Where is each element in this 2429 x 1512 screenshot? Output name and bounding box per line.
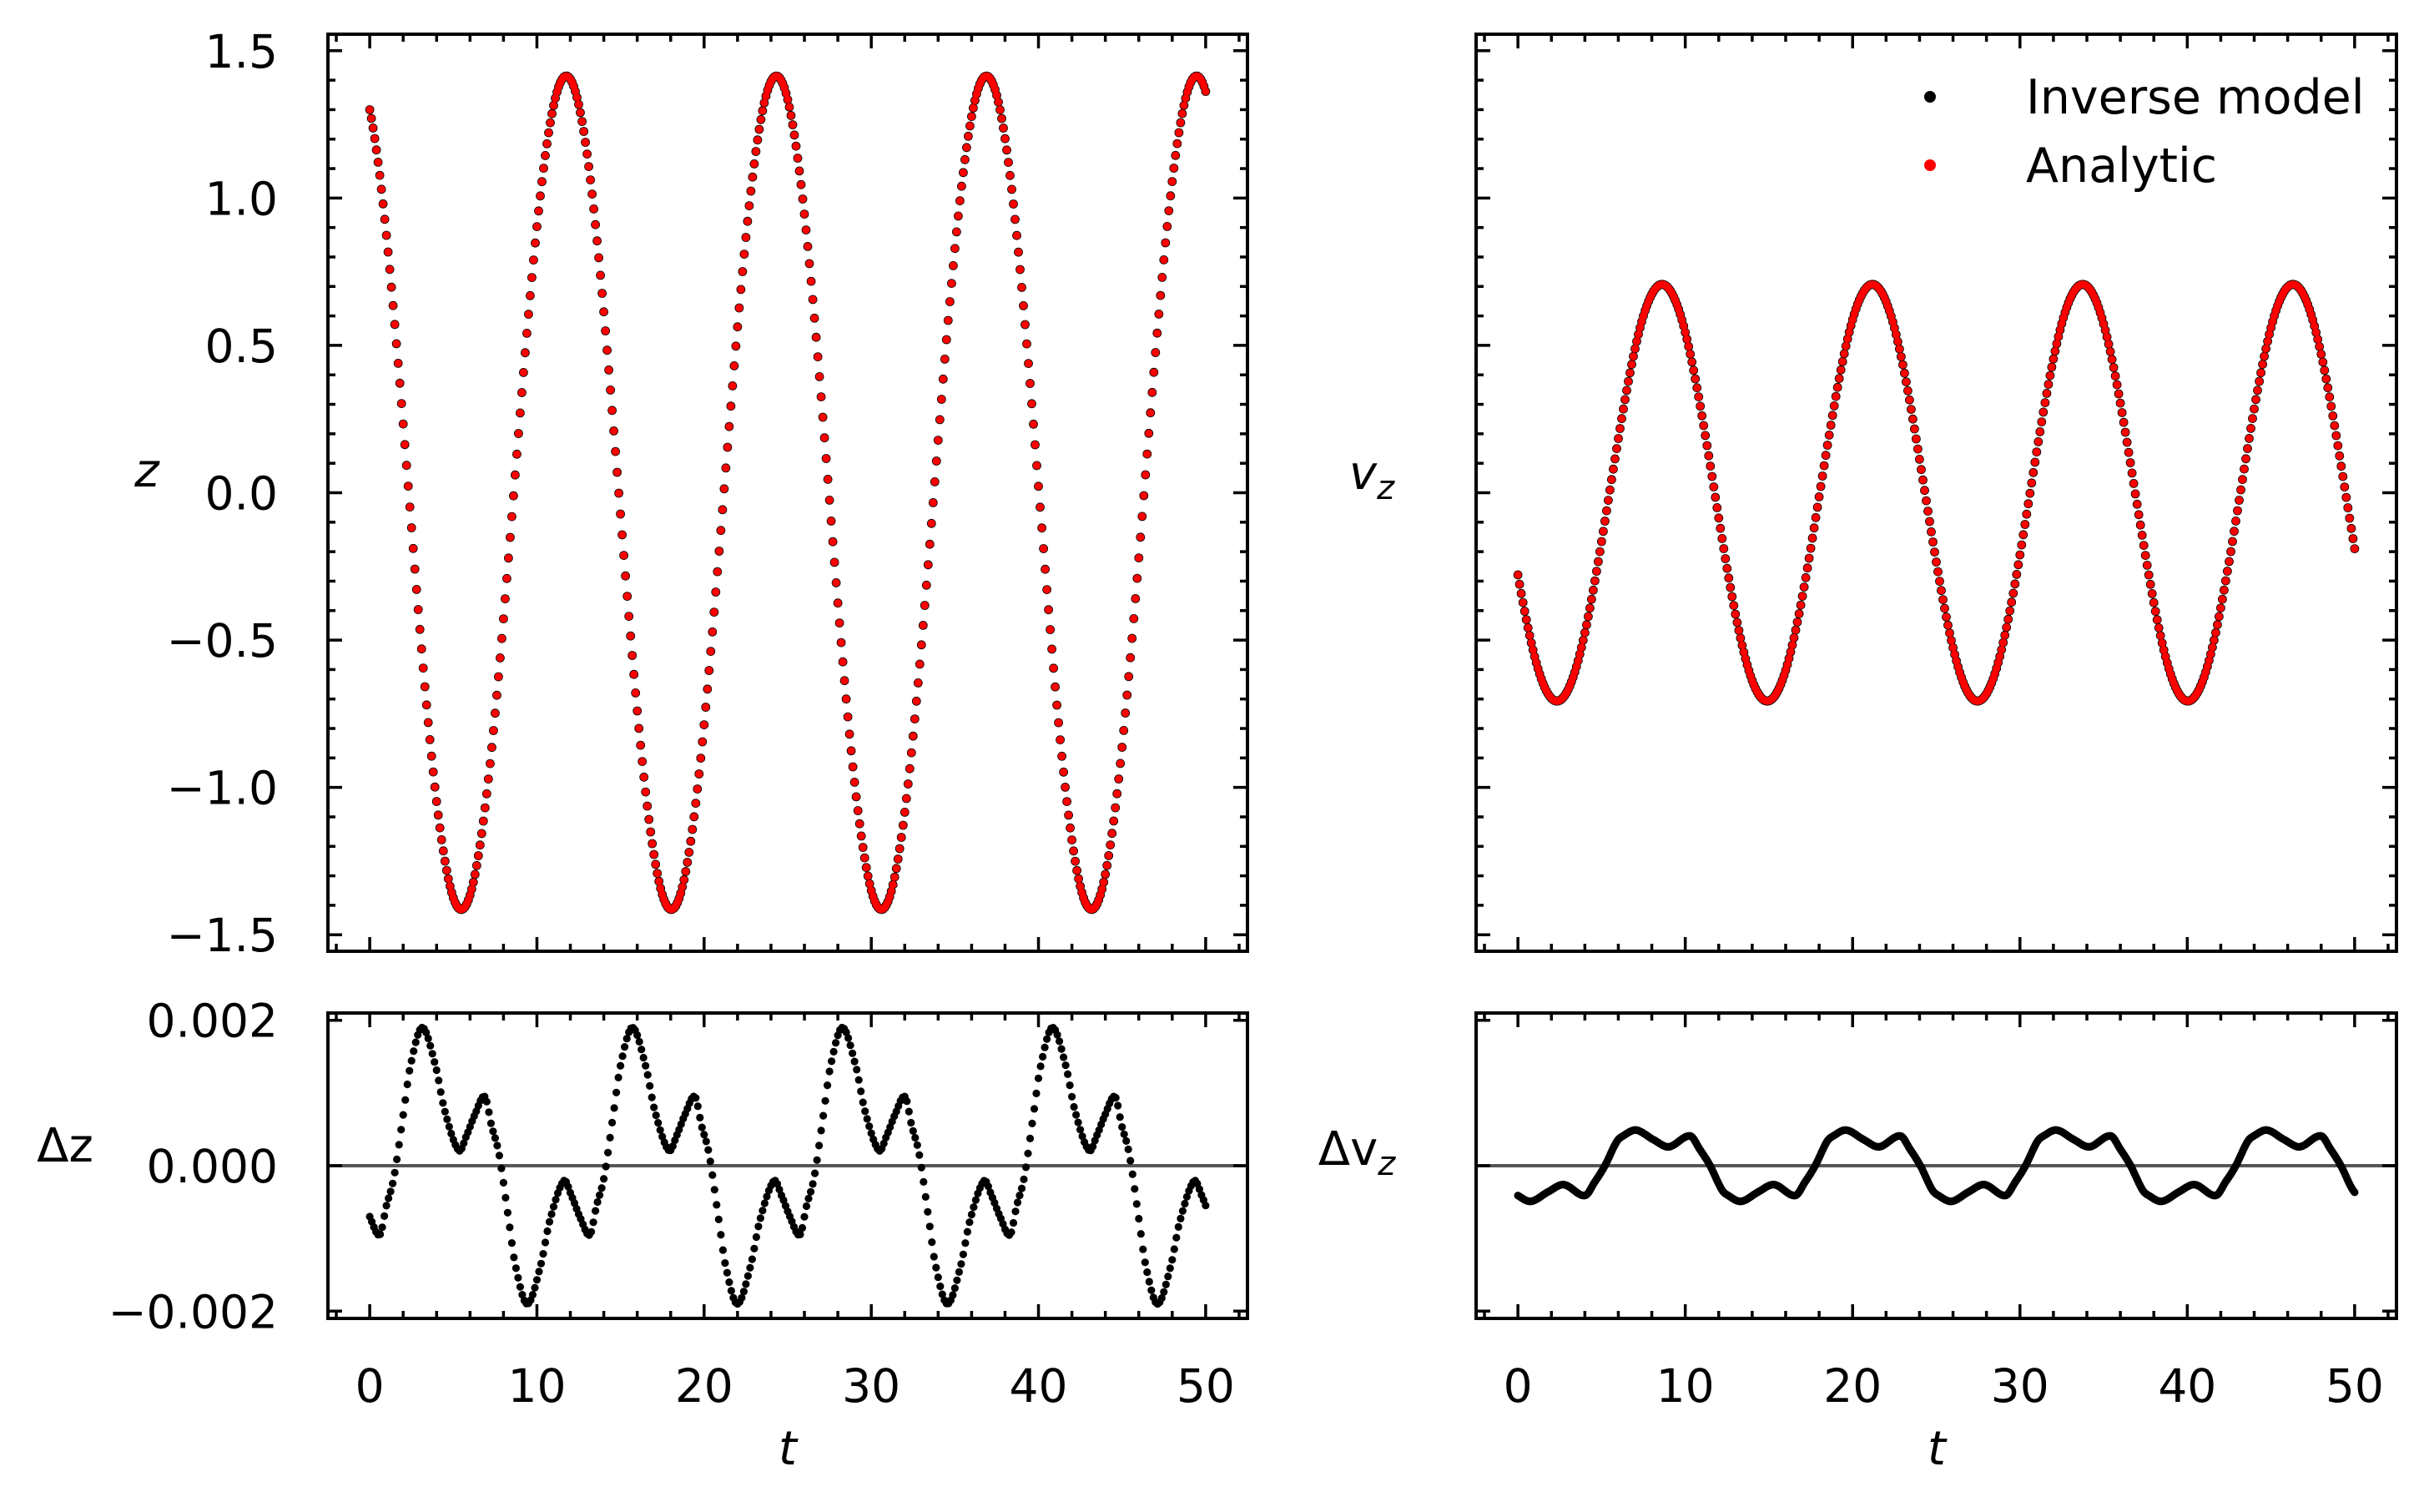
y-tick-label: 0.000	[147, 1140, 278, 1193]
x-tick-label: 40	[1010, 1359, 1068, 1413]
x-tick-label: 0	[1504, 1359, 1533, 1413]
ticks	[328, 1013, 1247, 1318]
data-points	[1514, 1126, 2359, 1206]
x-tick-label: 30	[842, 1359, 900, 1413]
dvz-label-subscript: z	[1377, 1145, 1396, 1183]
series-analytic	[1514, 280, 2359, 705]
dz-delta: Δz	[37, 1119, 93, 1173]
legend-label-inverse-model: Inverse model	[2026, 70, 2365, 125]
ticks	[1476, 1013, 2396, 1318]
y-tick-labels: −1.5 −1.0 −0.5 0.0 0.5 1.0 1.5	[166, 25, 278, 962]
x-axis-label-right: t	[1928, 1422, 1948, 1476]
y-tick-labels: −0.002 0.000 0.002	[108, 995, 278, 1339]
y-tick-label: −1.5	[166, 909, 278, 962]
y-axis-label-dvz: Δvz	[1318, 1122, 1396, 1183]
y-tick-label: 0.0	[205, 467, 278, 521]
y-tick-label: 0.5	[205, 320, 278, 373]
y-tick-label: 1.0	[205, 172, 278, 225]
y-axis-label-dz: Δz	[37, 1119, 93, 1173]
x-tick-label: 10	[507, 1359, 566, 1413]
x-tick-label: 0	[355, 1359, 385, 1413]
dvz-residual-panel: 0 10 20 30 40 50	[1474, 1011, 2398, 1413]
y-tick-label: −1.0	[166, 762, 278, 815]
series-analytic	[365, 72, 1210, 914]
ticks	[328, 34, 1247, 951]
x-axis-label-left: t	[779, 1422, 799, 1476]
x-tick-label: 10	[1656, 1359, 1715, 1413]
x-tick-label: 20	[675, 1359, 733, 1413]
x-tick-label: 50	[2326, 1359, 2384, 1413]
y-tick-label: 0.002	[147, 995, 278, 1048]
x-tick-labels: 0 10 20 30 40 50	[1504, 1359, 2384, 1413]
dvz-label-main: Δv	[1318, 1122, 1378, 1177]
ticks	[1476, 34, 2396, 951]
dz-residual-panel: −0.002 0.000 0.002 0 10 20 30 40 50	[108, 995, 1249, 1413]
y-tick-label: 1.5	[205, 25, 278, 78]
data-points	[365, 1023, 1210, 1308]
z-panel: −1.5 −1.0 −0.5 0.0 0.5 1.0 1.5	[166, 25, 1249, 962]
vz-label-subscript: z	[1376, 469, 1395, 507]
y-tick-label: −0.5	[166, 614, 278, 668]
x-tick-label: 30	[1991, 1359, 2049, 1413]
data-points	[365, 71, 1211, 915]
legend-label-analytic: Analytic	[2026, 139, 2217, 194]
y-axis-label-vz: vz	[1349, 446, 1395, 507]
y-axis-label-z: z	[134, 444, 160, 498]
series-inverse-model-analytic	[365, 1023, 1210, 1308]
data-points	[1513, 280, 2360, 706]
legend-marker-inverse-model	[1924, 91, 1936, 103]
x-tick-labels: 0 10 20 30 40 50	[355, 1359, 1235, 1413]
x-tick-label: 20	[1823, 1359, 1882, 1413]
vz-label-main: v	[1349, 446, 1378, 501]
legend: Inverse model Analytic	[1924, 70, 2365, 194]
y-tick-label: −0.002	[108, 1285, 278, 1338]
x-tick-label: 50	[1177, 1359, 1235, 1413]
legend-marker-analytic	[1924, 159, 1936, 171]
x-tick-label: 40	[2158, 1359, 2216, 1413]
series-inverse-model-analytic	[1514, 1126, 2359, 1206]
vz-panel	[1474, 33, 2398, 953]
